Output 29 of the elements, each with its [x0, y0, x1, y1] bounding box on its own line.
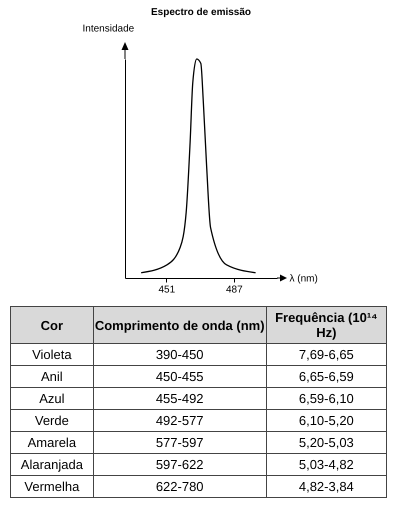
category-label: Frequência (10¹⁴ Hz): [266, 306, 386, 344]
text: Azul: [10, 388, 94, 410]
text: 577-597: [93, 432, 266, 454]
y-axis-title: Intensidade: [82, 24, 135, 34]
text: 6,59-6,10: [266, 388, 386, 410]
x-tick-label: 487: [226, 284, 244, 296]
category-label: Cor: [10, 306, 94, 344]
text: Vermelha: [10, 476, 94, 498]
chart-title: Espectro de emissão: [150, 7, 252, 18]
text: 455-492: [93, 388, 266, 410]
text: 450-455: [93, 366, 266, 388]
x-axis-title: λ (nm): [290, 274, 318, 284]
text: Violeta: [10, 344, 94, 366]
text: Amarela: [10, 432, 94, 454]
text: 4,82-3,84: [266, 476, 386, 498]
text: Anil: [10, 366, 94, 388]
x-tick-label: 451: [158, 284, 176, 296]
text: 492-577: [93, 410, 266, 432]
text: 5,20-5,03: [266, 432, 386, 454]
text: Alaranjada: [10, 454, 94, 476]
text: 390-450: [93, 344, 266, 366]
text: 6,65-6,59: [266, 366, 386, 388]
text: 6,10-5,20: [266, 410, 386, 432]
text: 5,03-4,82: [266, 454, 386, 476]
text: Verde: [10, 410, 94, 432]
category-label: Comprimento de onda (nm): [93, 306, 266, 344]
text: 7,69-6,65: [266, 344, 386, 366]
text: 622-780: [93, 476, 266, 498]
text: 597-622: [93, 454, 266, 476]
